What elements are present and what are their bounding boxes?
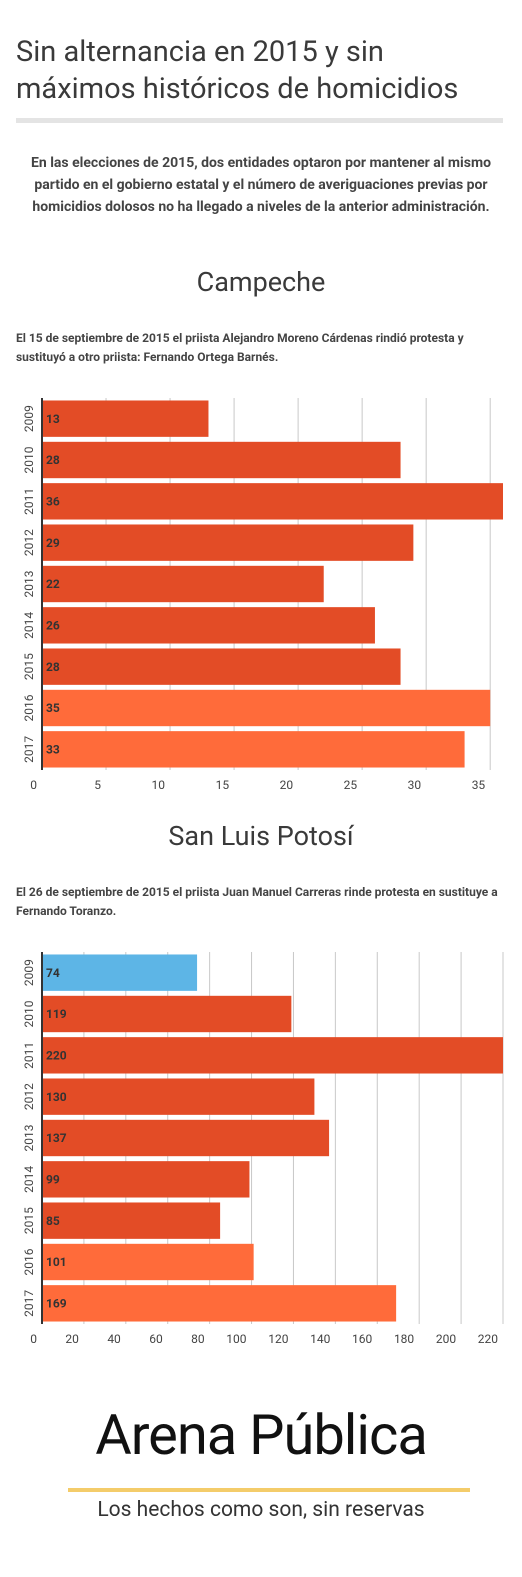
- data-label: 169: [46, 1297, 67, 1311]
- bar: [42, 1202, 221, 1239]
- chart-title: Campeche: [196, 266, 326, 298]
- x-tick-label: 60: [149, 1332, 163, 1346]
- y-tick-label: 2015: [22, 1207, 36, 1234]
- data-label: 33: [46, 743, 60, 757]
- x-tick-label: 5: [94, 778, 101, 792]
- bar: [42, 1161, 250, 1198]
- x-tick-label: 80: [191, 1332, 205, 1346]
- x-tick-label: 15: [216, 778, 230, 792]
- y-tick-label: 2011: [22, 488, 36, 515]
- chart-title: San Luis Potosí: [168, 820, 354, 852]
- x-tick-label: 140: [310, 1332, 330, 1346]
- x-tick-label: 35: [472, 778, 486, 792]
- bar: [42, 731, 465, 768]
- x-tick-label: 180: [394, 1332, 414, 1346]
- y-tick-label: 2013: [22, 1125, 36, 1152]
- data-label: 119: [46, 1007, 67, 1021]
- chart: 0 5 10 15 20 25 30 35 13 2009 28 2010 36 2011 29 2012 22…: [22, 398, 503, 792]
- bar: [42, 995, 292, 1033]
- chart-subtitle: El 26 de septiembre de 2015 el priista J…: [16, 885, 498, 918]
- x-tick-label: 220: [478, 1332, 498, 1346]
- x-tick-label: 20: [65, 1332, 79, 1346]
- x-tick-label: 20: [280, 778, 294, 792]
- data-label: 130: [46, 1090, 67, 1104]
- y-tick-label: 2009: [22, 959, 36, 986]
- y-tick-label: 2010: [22, 1000, 36, 1027]
- bar: [42, 1078, 315, 1115]
- bar: [42, 648, 401, 685]
- bar: [42, 1243, 254, 1281]
- data-label: 22: [46, 577, 60, 591]
- divider: [16, 118, 503, 123]
- bar: [42, 400, 209, 437]
- data-label: 99: [46, 1173, 60, 1187]
- y-tick-label: 2016: [22, 694, 36, 721]
- bar: [42, 565, 324, 603]
- x-tick-label: 0: [30, 1332, 37, 1346]
- bar: [42, 441, 401, 479]
- y-tick-label: 2015: [22, 653, 36, 680]
- data-label: 26: [46, 619, 60, 633]
- x-tick-label: 10: [152, 778, 166, 792]
- data-label: 36: [46, 495, 60, 509]
- y-tick-label: 2013: [22, 571, 36, 598]
- data-label: 35: [46, 701, 60, 715]
- y-tick-label: 2017: [22, 736, 36, 763]
- bar: [42, 1285, 397, 1322]
- chart: 0 20 40 60 80 100 120 140 160 180 200 220 74 2009 119 2…: [22, 952, 504, 1346]
- chart-subtitle: El 15 de septiembre de 2015 el priista A…: [16, 331, 464, 364]
- bar: [42, 1119, 330, 1157]
- logo-tagline: Los hechos como son, sin reservas: [97, 1498, 425, 1522]
- logo-rule: [68, 1488, 470, 1492]
- y-tick-label: 2010: [22, 446, 36, 473]
- data-label: 28: [46, 660, 60, 674]
- x-tick-label: 100: [226, 1332, 246, 1346]
- bar: [42, 483, 503, 520]
- data-label: 29: [46, 536, 60, 550]
- bar: [42, 954, 198, 991]
- data-label: 101: [46, 1255, 67, 1269]
- data-label: 85: [46, 1214, 60, 1228]
- x-tick-label: 40: [107, 1332, 121, 1346]
- data-label: 13: [46, 412, 60, 426]
- y-tick-label: 2017: [22, 1290, 36, 1317]
- x-tick-label: 25: [344, 778, 358, 792]
- y-tick-label: 2016: [22, 1248, 36, 1275]
- x-tick-label: 120: [268, 1332, 288, 1346]
- bar: [42, 1037, 503, 1074]
- y-tick-label: 2012: [22, 1083, 36, 1110]
- bar: [42, 689, 491, 727]
- x-tick-label: 200: [436, 1332, 456, 1346]
- x-tick-label: 160: [352, 1332, 372, 1346]
- y-tick-label: 2009: [22, 405, 36, 432]
- y-tick-label: 2014: [22, 1166, 36, 1193]
- x-tick-label: 0: [30, 778, 37, 792]
- y-tick-label: 2012: [22, 529, 36, 556]
- intro: En las elecciones de 2015, dos entidades…: [31, 155, 491, 215]
- x-tick-label: 30: [408, 778, 422, 792]
- page-title: Sin alternancia en 2015 y sin máximos hi…: [16, 35, 459, 106]
- data-label: 74: [46, 966, 60, 980]
- data-label: 220: [46, 1049, 67, 1063]
- y-tick-label: 2011: [22, 1042, 36, 1069]
- data-label: 137: [46, 1131, 67, 1145]
- y-tick-label: 2014: [22, 612, 36, 639]
- bar: [42, 524, 414, 561]
- logo-name: Arena Pública: [95, 1402, 428, 1468]
- data-label: 28: [46, 453, 60, 467]
- bar: [42, 607, 375, 644]
